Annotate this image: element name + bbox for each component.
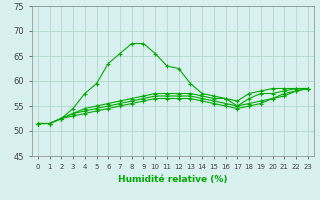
X-axis label: Humidité relative (%): Humidité relative (%): [118, 175, 228, 184]
